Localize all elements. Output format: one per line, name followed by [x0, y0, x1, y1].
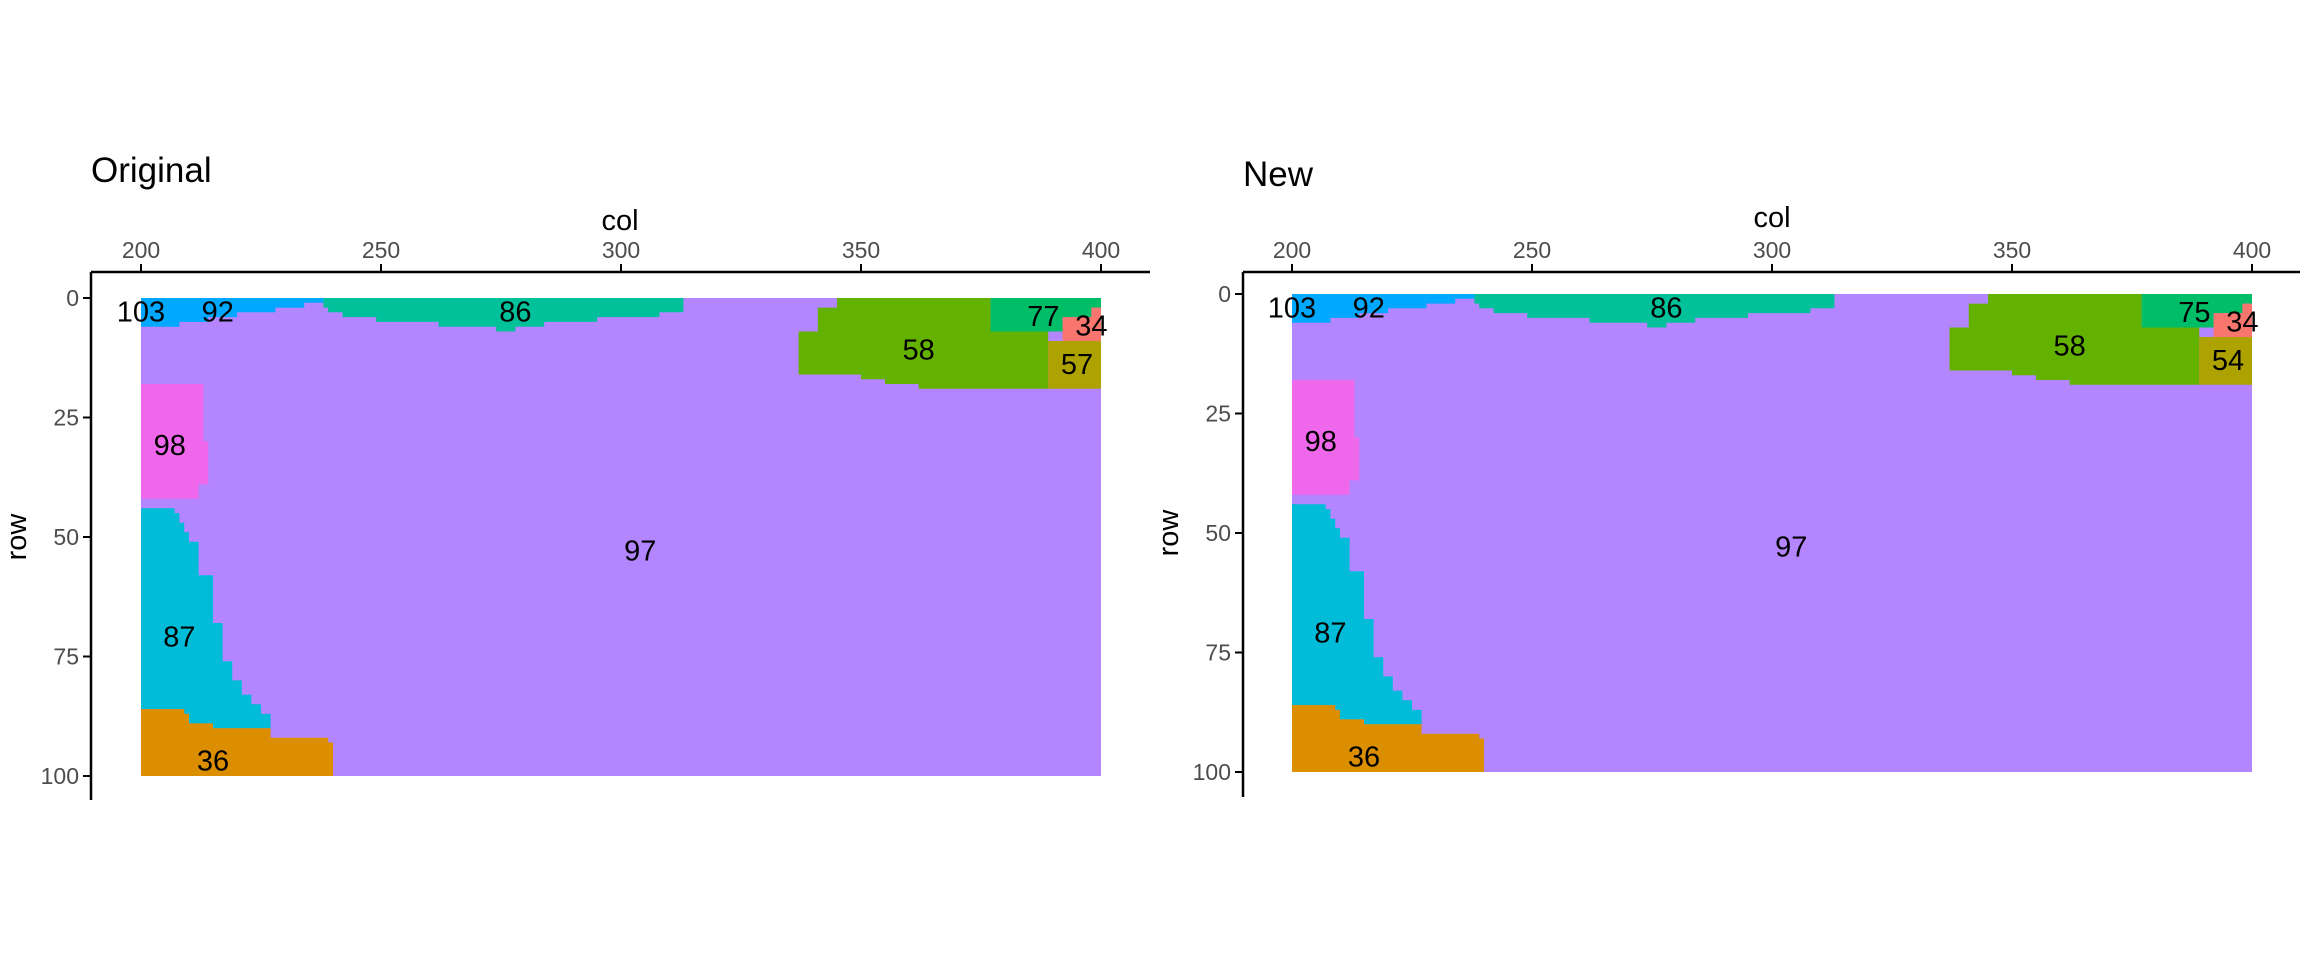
region-label-58: 58 [2053, 331, 2085, 363]
region-label-92: 92 [202, 296, 234, 328]
y-tick-label: 75 [53, 644, 79, 670]
region-36 [141, 709, 333, 776]
region-label-86: 86 [499, 296, 531, 328]
axes: 200 250 300 350 400 0 25 50 75 100 [41, 237, 1150, 800]
region-label-36: 36 [197, 746, 229, 778]
region-54 [2199, 337, 2252, 385]
region-34 [1062, 307, 1101, 341]
region-98 [141, 384, 209, 499]
region-86 [323, 298, 684, 332]
region-label-103: 103 [1268, 292, 1316, 324]
region-98 [1292, 380, 1360, 495]
y-tick-label: 0 [66, 285, 79, 311]
y-tick-label: 50 [53, 524, 79, 550]
region-92 [141, 298, 324, 327]
region-label-97: 97 [624, 535, 656, 567]
region-58 [798, 298, 1049, 389]
y-axis-title: row [1153, 509, 1185, 557]
region-label-36: 36 [1348, 742, 1380, 774]
x-tick-label: 200 [1273, 237, 1311, 263]
region-75 [2141, 294, 2252, 328]
x-tick-label: 350 [1993, 237, 2031, 263]
y-tick-label: 25 [1205, 401, 1231, 427]
x-tick-label: 250 [1513, 237, 1551, 263]
region-77 [990, 298, 1101, 332]
region-label-97: 97 [1775, 531, 1807, 563]
region-label-98: 98 [154, 430, 186, 462]
x-tick-label: 300 [602, 237, 640, 263]
region-label-87: 87 [163, 621, 195, 653]
region-87 [1292, 504, 1422, 725]
y-tick-label: 75 [1205, 640, 1231, 666]
region-86 [1474, 294, 1835, 328]
region-label-86: 86 [1650, 292, 1682, 324]
region-label-57: 57 [1061, 349, 1093, 381]
region-labels: 97 103 92 86 77 34 58 57 98 87 36 [117, 296, 1108, 777]
region-label-54: 54 [2212, 345, 2244, 377]
x-tick-label: 400 [1082, 237, 1120, 263]
region-label-98: 98 [1305, 426, 1337, 458]
region-34 [2213, 303, 2252, 337]
x-tick-label: 400 [2233, 237, 2271, 263]
region-87 [141, 508, 271, 729]
region-label-34: 34 [1075, 311, 1107, 343]
region-36 [1292, 705, 1484, 772]
region-57 [1048, 341, 1101, 389]
panel-original: Original col row 97 103 92 86 77 34 58 57 98 87 36… [1, 151, 1150, 800]
x-tick-label: 250 [362, 237, 400, 263]
y-axis-title: row [1, 513, 33, 561]
region-label-87: 87 [1314, 617, 1346, 649]
y-tick-label: 0 [1218, 281, 1231, 307]
heatmap-area [141, 298, 1101, 776]
region-label-34: 34 [2226, 307, 2258, 339]
region-label-77: 77 [1027, 301, 1059, 333]
region-58 [1949, 294, 2200, 385]
region-92 [1292, 294, 1475, 323]
y-tick-label: 100 [41, 763, 79, 789]
x-tick-label: 200 [122, 237, 160, 263]
x-axis-title: col [601, 205, 638, 237]
heatmap-area [1292, 294, 2252, 772]
region-label-92: 92 [1353, 292, 1385, 324]
x-axis-title: col [1753, 202, 1790, 234]
y-tick-label: 25 [53, 405, 79, 431]
x-tick-label: 350 [842, 237, 880, 263]
y-tick-label: 100 [1193, 759, 1231, 785]
y-tick-label: 50 [1205, 520, 1231, 546]
axes: 200 250 300 350 400 0 25 50 75 100 [1193, 237, 2300, 797]
x-tick-label: 300 [1753, 237, 1791, 263]
panel-title: Original [91, 151, 212, 190]
region-label-75: 75 [2178, 297, 2210, 329]
region-label-103: 103 [117, 296, 165, 328]
region-label-58: 58 [902, 335, 934, 367]
region-labels: 97 103 92 86 75 34 58 54 98 87 36 [1268, 292, 2259, 773]
panel-title: New [1243, 155, 1314, 194]
